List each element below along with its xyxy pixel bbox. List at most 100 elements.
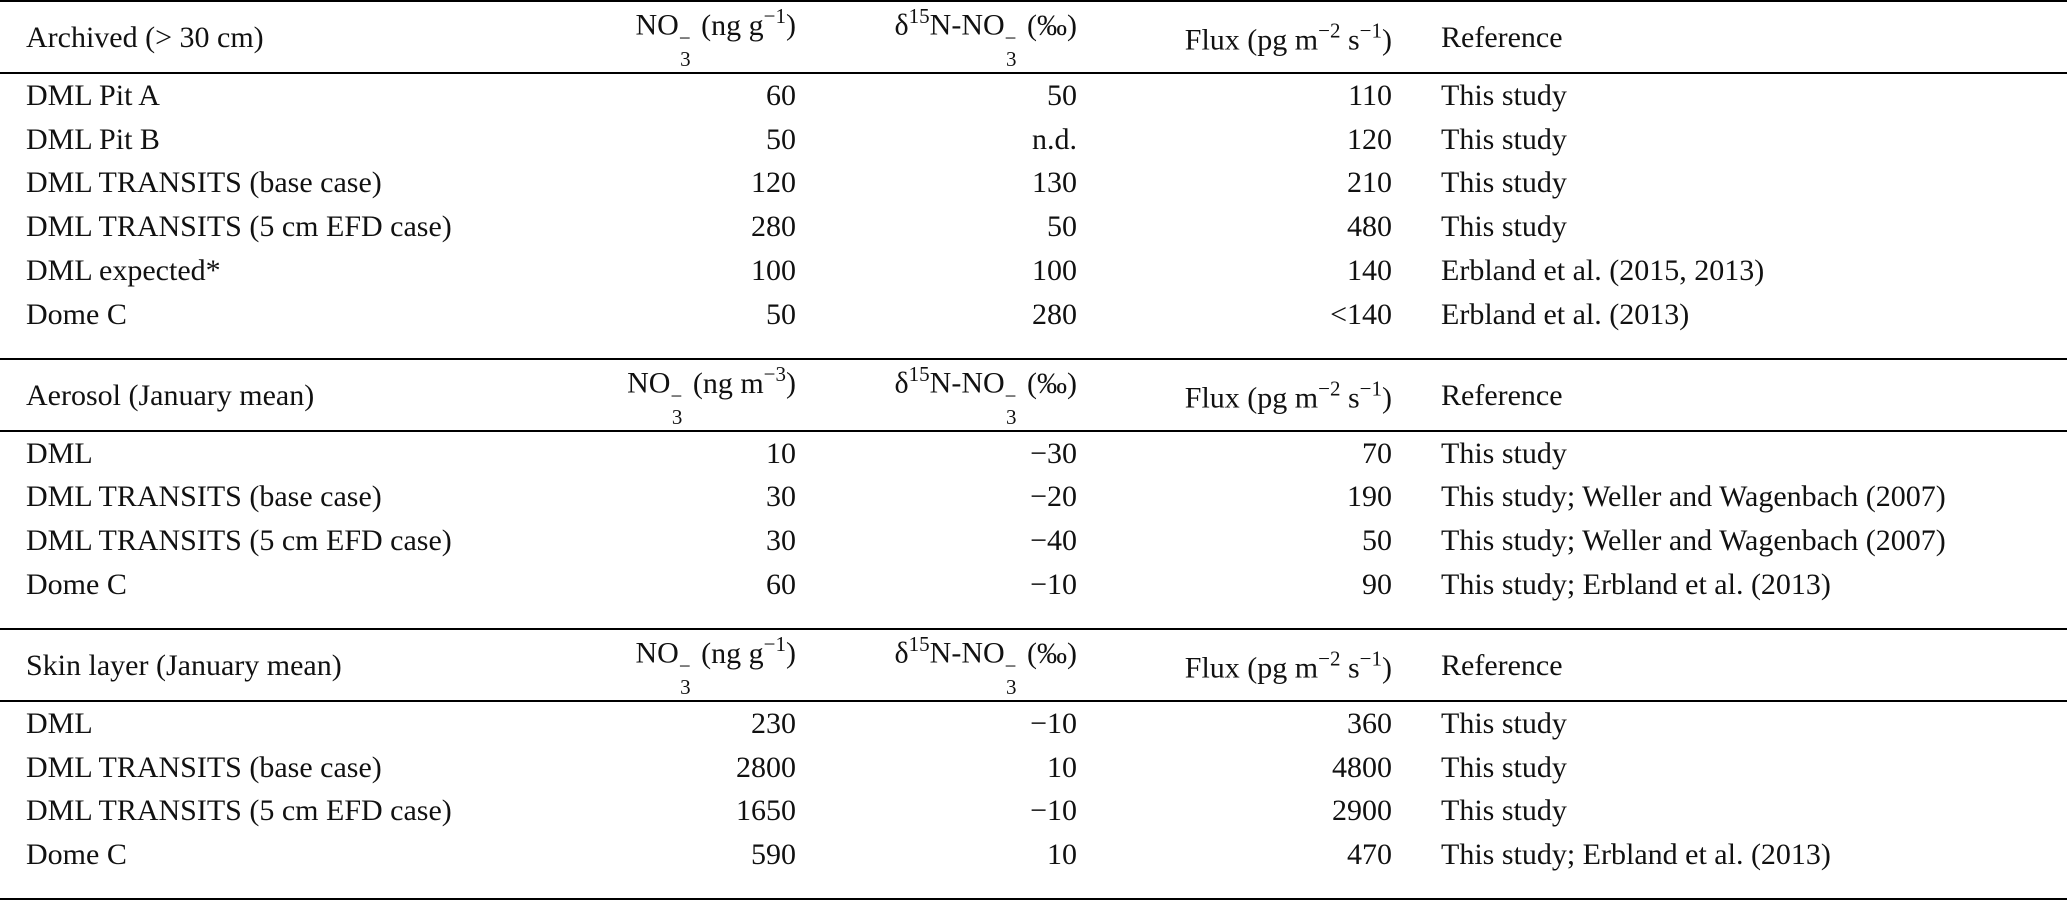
table-cell: 480 <box>1347 210 1392 244</box>
supscript: −1 <box>763 632 786 657</box>
gapscript: (‰) <box>1027 366 1077 400</box>
table-cell: Dome C <box>26 838 127 872</box>
table-cell: 50 <box>1047 78 1077 112</box>
table-cell: DML TRANSITS (5 cm EFD case) <box>26 794 452 828</box>
subscript: 3 <box>680 675 691 700</box>
table-row: DML Pit B 50 n.d. 120 This study <box>0 118 2067 162</box>
table-cell: 10 <box>1047 838 1077 872</box>
table-cell: 50 <box>766 122 796 156</box>
superscript: − <box>678 654 691 679</box>
table-cell: DML <box>26 436 93 470</box>
table-cell: 60 <box>766 78 796 112</box>
table-cell: 60 <box>766 568 796 602</box>
header-conc: NO −3 (ng g−1) <box>635 634 796 698</box>
table-cell: 360 <box>1347 706 1392 740</box>
gapscript: (‰) <box>1027 8 1077 42</box>
stacked-script: −3 <box>679 656 691 698</box>
stacked-script: −3 <box>1005 386 1017 428</box>
table-cell: −10 <box>1030 568 1077 602</box>
header-text: ) <box>1382 651 1392 685</box>
table-cell: 2800 <box>736 750 796 784</box>
table-cell: 30 <box>766 480 796 514</box>
table-cell: −10 <box>1030 794 1077 828</box>
header-label: Aerosol (January mean) <box>26 379 315 413</box>
table-row: DML TRANSITS (base case) 30 −20 190 This stu… <box>0 476 2067 520</box>
superscript: − <box>678 26 691 51</box>
table-row: DML 10 −30 70 This study <box>0 432 2067 476</box>
header-conc: NO −3 (ng m−3) <box>627 364 796 428</box>
table-row: DML Pit A 60 50 110 This study <box>0 74 2067 118</box>
table-row: DML TRANSITS (5 cm EFD case) 280 50 480 This… <box>0 205 2067 249</box>
supscript: −1 <box>1359 376 1382 401</box>
subscript: 3 <box>671 405 683 430</box>
table-cell: 230 <box>751 706 796 740</box>
header-text: NO <box>627 366 671 400</box>
header-reference: Reference <box>1441 649 1563 683</box>
supscript: −2 <box>1318 376 1341 401</box>
header-text: ) <box>1382 23 1392 57</box>
table-cell: This study <box>1441 78 1567 112</box>
supscript: −1 <box>1359 19 1382 44</box>
table-row: Dome C 590 10 470 This study; Erbland et al.… <box>0 833 2067 877</box>
supscript: −2 <box>1318 647 1341 672</box>
stacked-script: −3 <box>1005 28 1017 70</box>
superscript: − <box>1004 384 1017 409</box>
header-text: N-NO <box>929 636 1005 670</box>
header-label: Skin layer (January mean) <box>26 649 342 683</box>
header-text: δ <box>894 366 909 400</box>
table-cell: 70 <box>1362 436 1392 470</box>
table-cell: 470 <box>1347 838 1392 872</box>
header-reference: Reference <box>1441 21 1563 55</box>
header-text: δ <box>894 8 909 42</box>
table-cell: 50 <box>766 297 796 331</box>
subscript: 3 <box>1006 405 1017 430</box>
table-cell: 50 <box>1047 210 1077 244</box>
header-text: NO <box>635 636 679 670</box>
table-row: Dome C 60 −10 90 This study; Erbland et al. … <box>0 563 2067 607</box>
table-cell: This study; Erbland et al. (2013) <box>1441 838 1831 872</box>
table-cell: This study; Weller and Wagenbach (2007) <box>1441 480 1946 514</box>
table-cell: This study <box>1441 210 1567 244</box>
table-row: Dome C 50 280 <140 Erbland et al. (2013) <box>0 293 2067 337</box>
header-text: NO <box>635 8 679 42</box>
header-text: N-NO <box>929 8 1005 42</box>
table-row: DML TRANSITS (5 cm EFD case) 1650 −10 2900 T… <box>0 790 2067 834</box>
header-text: N-NO <box>929 366 1005 400</box>
table-section: Archived (> 30 cm) NO −3 (ng g−1) δ15N-NO −3(… <box>0 0 2067 358</box>
gapscript: (ng m <box>692 366 764 400</box>
table-cell: 120 <box>751 166 796 200</box>
table-cell: 280 <box>1032 297 1077 331</box>
table-cell: −30 <box>1030 436 1077 470</box>
table-cell: This study <box>1441 166 1567 200</box>
table-cell: 100 <box>1032 254 1077 288</box>
table-cell: 100 <box>751 254 796 288</box>
header-delta: δ15N-NO −3 (‰) <box>895 6 1077 70</box>
table-cell: DML TRANSITS (base case) <box>26 166 382 200</box>
table-cell: Erbland et al. (2015, 2013) <box>1441 254 1765 288</box>
table-cell: DML Pit B <box>26 122 160 156</box>
header-flux: Flux (pg m−2 s−1) <box>1185 376 1392 414</box>
gapscript: (‰) <box>1027 636 1077 670</box>
table-cell: n.d. <box>1032 122 1077 156</box>
table-cell: DML expected* <box>26 254 221 288</box>
stacked-script: −3 <box>670 386 682 428</box>
table-cell: 10 <box>766 436 796 470</box>
table-cell: This study <box>1441 706 1567 740</box>
table-cell: DML TRANSITS (base case) <box>26 480 382 514</box>
table-cell: 120 <box>1347 122 1392 156</box>
table-cell: DML <box>26 706 93 740</box>
table-cell: DML TRANSITS (5 cm EFD case) <box>26 210 452 244</box>
table-row: DML 230 −10 360 This study <box>0 702 2067 746</box>
subscript: 3 <box>680 47 691 72</box>
table-cell: This study; Erbland et al. (2013) <box>1441 568 1831 602</box>
header-text: ) <box>786 8 796 42</box>
table-row: DML TRANSITS (base case) 120 130 210 This st… <box>0 162 2067 206</box>
subscript: 3 <box>1006 675 1017 700</box>
table-cell: 140 <box>1347 254 1392 288</box>
table-cell: DML TRANSITS (base case) <box>26 750 382 784</box>
table-cell: <140 <box>1330 297 1392 331</box>
supscript: −2 <box>1318 19 1341 44</box>
table-row: DML expected* 100 100 140 Erbland et al. (20… <box>0 249 2067 293</box>
table-cell: This study <box>1441 750 1567 784</box>
